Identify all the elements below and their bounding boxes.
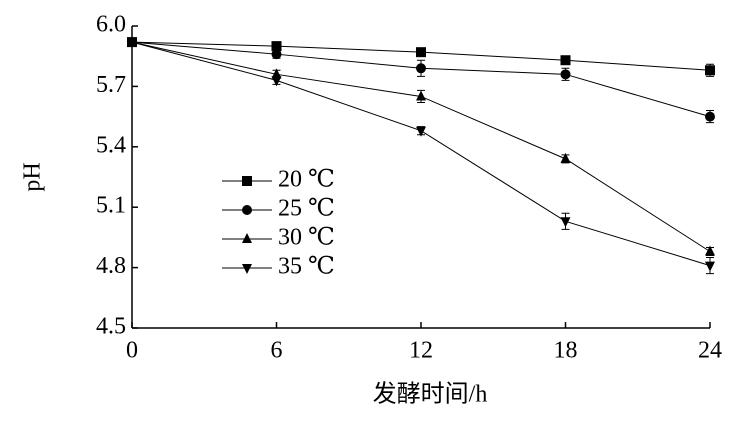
legend-marker	[242, 233, 252, 243]
data-point	[416, 126, 426, 137]
legend-label: 20 ℃	[278, 167, 335, 193]
x-axis-title: 发酵时间/h	[373, 381, 488, 408]
y-tick-label: 5.1	[96, 193, 126, 219]
data-point	[560, 55, 571, 66]
data-point	[416, 90, 426, 101]
data-point	[705, 245, 715, 256]
data-point	[560, 217, 571, 228]
x-tick-label: 12	[409, 338, 433, 364]
data-point	[416, 47, 426, 58]
y-tick-label: 5.4	[96, 132, 126, 158]
legend-label: 35 ℃	[278, 254, 335, 280]
data-point	[271, 68, 282, 79]
legend-label: 30 ℃	[278, 225, 335, 251]
legend-marker	[242, 176, 252, 186]
data-point	[705, 65, 715, 76]
data-point	[705, 261, 715, 272]
data-point	[271, 49, 282, 60]
data-point	[560, 69, 571, 80]
x-tick-label: 18	[554, 338, 578, 364]
data-point	[271, 76, 282, 87]
data-point	[705, 111, 715, 122]
y-tick-label: 6.0	[96, 12, 126, 38]
data-point	[416, 63, 426, 74]
x-tick-label: 0	[126, 338, 138, 364]
y-tick-label: 4.5	[96, 314, 126, 340]
legend-marker	[242, 264, 252, 274]
y-tick-label: 5.7	[96, 72, 126, 98]
data-point	[560, 152, 571, 163]
data-point	[271, 41, 282, 52]
legend-marker	[242, 205, 252, 215]
data-point	[127, 38, 137, 49]
x-tick-label: 6	[271, 338, 283, 364]
x-tick-label: 24	[698, 338, 722, 364]
legend-label: 25 ℃	[278, 196, 335, 222]
y-tick-label: 4.8	[96, 253, 126, 279]
y-axis-title: pH	[20, 162, 46, 191]
